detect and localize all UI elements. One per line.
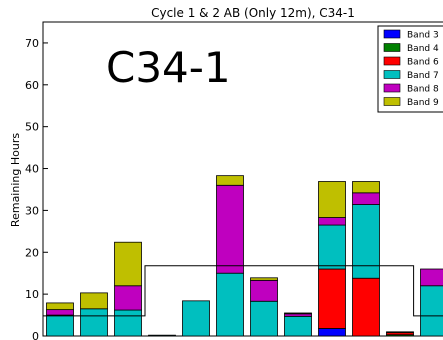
legend-swatch bbox=[383, 97, 401, 106]
bar-segment-band-7 bbox=[420, 285, 443, 337]
bar-segment-band-7 bbox=[80, 308, 108, 337]
overlay-step-line bbox=[43, 265, 443, 317]
bar-segment-band-9 bbox=[386, 331, 414, 334]
overlay-layer bbox=[43, 265, 443, 317]
y-tick-label: 40 bbox=[25, 163, 39, 176]
bar-segment-band-9 bbox=[352, 181, 380, 194]
legend-label: Band 7 bbox=[407, 71, 439, 81]
legend-swatch bbox=[383, 70, 401, 79]
bar-segment-band-7 bbox=[352, 204, 380, 279]
bar-segment-band-8 bbox=[216, 184, 244, 274]
bar-segment-band-8 bbox=[114, 285, 142, 311]
bar-segment-band-7 bbox=[148, 334, 176, 337]
bar-segment-band-3 bbox=[318, 328, 346, 337]
bar-segment-band-7 bbox=[216, 272, 244, 337]
y-axis-label: Remaining Hours bbox=[9, 133, 22, 227]
y-axis: 0 10 20 30 40 50 60 70 bbox=[25, 37, 48, 340]
y-tick-label: 10 bbox=[25, 288, 39, 301]
legend-swatch bbox=[383, 56, 401, 66]
bar-segment-band-7 bbox=[46, 314, 74, 337]
y-tick-label: 70 bbox=[25, 37, 39, 50]
bar-segment-band-7 bbox=[318, 224, 346, 270]
bar-segment-band-9 bbox=[216, 175, 244, 186]
chart-annotation: C34-1 bbox=[106, 43, 231, 92]
bar-segment-band-8 bbox=[352, 192, 380, 205]
legend-swatch bbox=[383, 83, 401, 93]
bar-segment-band-9 bbox=[318, 181, 346, 218]
bar-segment-band-8 bbox=[420, 268, 443, 287]
chart-title: Cycle 1 & 2 AB (Only 12m), C34-1 bbox=[151, 6, 355, 20]
bar-segment-band-8 bbox=[318, 217, 346, 226]
legend-label: Band 9 bbox=[407, 98, 439, 108]
bar-segment-band-7 bbox=[114, 309, 142, 337]
bar-segment-band-8 bbox=[46, 309, 74, 316]
legend-label: Band 3 bbox=[407, 31, 439, 41]
bar-segment-band-9 bbox=[114, 241, 142, 287]
bar-segment-band-7 bbox=[182, 300, 210, 337]
bar-segment-band-6 bbox=[352, 277, 380, 337]
legend-swatch bbox=[383, 43, 401, 52]
bar-segment-band-9 bbox=[46, 302, 74, 311]
bars-layer bbox=[46, 175, 443, 337]
legend-label: Band 4 bbox=[407, 44, 439, 54]
legend: Band 3 Band 4 Band 6 Band 7 Band 8 Band 9 bbox=[377, 25, 443, 113]
y-tick-label: 20 bbox=[25, 246, 39, 259]
legend-swatch bbox=[383, 29, 401, 39]
y-tick-label: 30 bbox=[25, 204, 39, 217]
legend-label: Band 8 bbox=[407, 85, 439, 95]
legend-label: Band 6 bbox=[407, 58, 439, 68]
bar-segment-band-7 bbox=[284, 315, 312, 337]
bar-segment-band-7 bbox=[250, 300, 278, 337]
bar-segment-band-6 bbox=[318, 268, 346, 329]
bar-segment-band-8 bbox=[250, 279, 278, 302]
bar-segment-band-9 bbox=[250, 277, 278, 281]
y-tick-label: 0 bbox=[32, 330, 39, 340]
y-tick-label: 60 bbox=[25, 79, 39, 92]
bar-segment-band-9 bbox=[284, 312, 312, 315]
bar-segment-band-9 bbox=[80, 292, 108, 310]
y-tick-label: 50 bbox=[25, 121, 39, 134]
